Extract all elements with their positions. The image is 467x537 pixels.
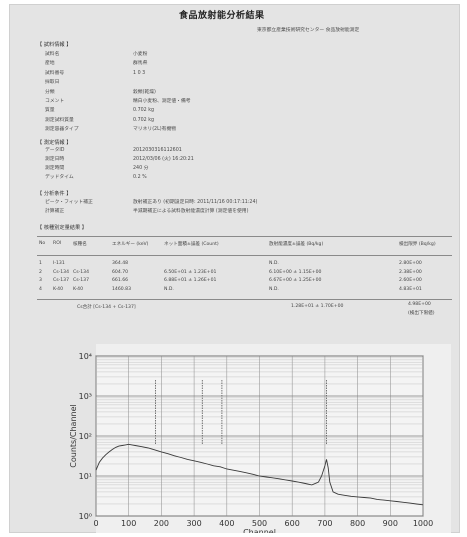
results-cell-conc: 6.10E+00 ± 1.15E+00 <box>269 269 322 275</box>
cs-total-limit: 4.98E+00 <box>408 302 431 307</box>
results-column-header: 放射能濃度±誤差 (Bq/kg) <box>269 242 324 247</box>
y-tick-label: 10¹ <box>79 472 92 481</box>
field-value: 2012030316112601 <box>133 148 182 153</box>
results-cell-no: 4 <box>39 286 42 292</box>
y-tick-label: 10³ <box>79 392 92 401</box>
results-cell-net: N.D. <box>164 286 174 292</box>
field-value: 240 分 <box>133 166 149 171</box>
results-cell-no: 3 <box>39 278 42 283</box>
field-value: 放射補正あり (初期設定日時: 2011/11/16 00:17:11:24) <box>133 200 258 205</box>
y-tick-label: 10⁴ <box>79 352 92 361</box>
results-cell-net: 6.88E+01 ± 1.26E+01 <box>164 278 217 283</box>
cs-total-value: 1.28E+01 ± 1.70E+00 <box>291 304 344 309</box>
x-tick-label: 400 <box>219 519 234 528</box>
cs-total-note: (検出下限値) <box>408 311 435 316</box>
results-cell-limit: 2.38E+00 <box>399 269 422 275</box>
results-cell-nuclide: Cs-134 <box>73 269 90 275</box>
field-value: 0.2 % <box>133 175 147 180</box>
field-label: 測定容器タイプ <box>45 127 79 133</box>
sample-info-heading: 【 試料情報 】 <box>37 42 72 48</box>
document-title: 食品放射能分析結果 <box>179 11 265 21</box>
results-column-header: エネルギー (keV) <box>112 242 149 247</box>
results-cell-energy: 661.66 <box>112 278 129 283</box>
results-top-rule <box>37 236 452 237</box>
results-cell-energy: 364.48 <box>112 261 129 266</box>
field-label: ピーク・フィット補正 <box>45 200 93 205</box>
field-value: 精白小麦粉、測定値・備考 <box>133 99 191 104</box>
x-tick-label: 100 <box>121 519 136 528</box>
results-cell-conc: N.D. <box>269 261 279 266</box>
field-value: 小麦粉 <box>133 52 148 57</box>
analysis-conditions-heading: 【 分析条件 】 <box>37 191 72 197</box>
results-cell-roi: Cs-137 <box>53 278 70 283</box>
field-label: デッドタイム <box>45 175 74 180</box>
results-cell-energy: 1460.83 <box>112 286 131 292</box>
field-value: 群馬県 <box>133 61 148 67</box>
x-tick-label: 200 <box>154 519 169 528</box>
document-sheet: 食品放射能分析結果 東京都立産業技術研究センター 食品放射能測定 【 試料情報 … <box>9 4 460 533</box>
y-tick-label: 10² <box>79 432 92 441</box>
results-cell-roi: Cs-134 <box>53 269 70 275</box>
results-heading: 【 核種別定量結果 】 <box>37 225 87 231</box>
x-tick-label: 700 <box>317 519 332 528</box>
field-value: 0.702 kg <box>133 108 155 114</box>
x-tick-label: 0 <box>93 519 98 528</box>
x-tick-label: 800 <box>350 519 365 528</box>
measurement-info-heading: 【 測定情報 】 <box>37 140 72 146</box>
field-label: 産地 <box>45 61 55 67</box>
cs-total-label: Cs合計 [Cs-134 + Cs-137] <box>77 305 136 310</box>
x-tick-label: 500 <box>252 519 267 528</box>
field-label: 採取日 <box>45 80 60 86</box>
results-cell-no: 2 <box>39 269 42 275</box>
field-value: 半減期補正による試料放射能濃度計算 (測定値を使用) <box>133 209 249 214</box>
results-column-header: No <box>39 241 46 246</box>
field-label: 測定日時 <box>45 157 65 162</box>
field-label: データID <box>45 148 65 153</box>
x-tick-label: 300 <box>186 519 201 528</box>
results-cell-limit: 2.80E+00 <box>399 261 422 266</box>
field-label: 測定時間 <box>45 166 65 171</box>
gamma-spectrum-chart: 0 100 200 300 400 500 600 700 800 900 1000 10⁰ 10¹ 10… <box>69 352 433 533</box>
field-label: 試料名 <box>45 52 60 57</box>
field-label: 分類 <box>45 89 55 95</box>
x-tick-label: 900 <box>383 519 398 528</box>
results-column-header: 核種名 <box>73 242 87 247</box>
spectrum-series-line <box>95 443 424 506</box>
results-header-rule <box>37 255 452 256</box>
results-cell-no: 1 <box>39 261 42 266</box>
results-cell-roi: K-40 <box>53 286 64 292</box>
y-tick-label: 10⁰ <box>79 512 92 521</box>
field-value: 2012/03/06 (火) 16:20:21 <box>133 157 194 162</box>
results-cell-net: 6.50E+01 ± 1.23E+01 <box>164 269 217 275</box>
results-cell-energy: 604.70 <box>112 269 129 275</box>
field-value: 1 0 3 <box>133 70 146 76</box>
field-label: コメント <box>45 99 65 104</box>
results-cell-nuclide: Cs-137 <box>73 278 90 283</box>
field-value: 0.702 kg <box>133 117 155 123</box>
x-axis-label: Channel <box>243 528 276 533</box>
results-cell-roi: I-131 <box>53 261 65 266</box>
field-label: 質量 <box>45 108 55 114</box>
x-tick-label: 600 <box>285 519 300 528</box>
field-label: 計算補正 <box>45 209 65 214</box>
field-value: 穀類(乾燥) <box>133 89 156 95</box>
x-tick-label: 1000 <box>413 519 433 528</box>
results-column-header: ROI <box>53 241 62 246</box>
y-axis-label: Counts/Channel <box>69 404 78 467</box>
results-column-header: 検出限界 (Bq/kg) <box>399 242 436 247</box>
results-cell-nuclide: K-40 <box>73 286 84 292</box>
results-cell-conc: N.D. <box>269 286 279 292</box>
document-subtitle: 東京都立産業技術研究センター 食品放射能測定 <box>257 28 360 33</box>
results-cell-limit: 4.83E+01 <box>399 286 422 292</box>
results-bottom-rule <box>37 299 452 300</box>
field-value: マリネリ(2L)有機物 <box>133 127 177 133</box>
results-cell-conc: 6.67E+00 ± 1.25E+00 <box>269 278 322 283</box>
results-cell-limit: 2.60E+00 <box>399 278 422 283</box>
field-label: 試料番号 <box>45 70 65 76</box>
results-column-header: ネット面積±誤差 (Count) <box>164 242 219 247</box>
field-label: 測定試料質量 <box>45 117 74 123</box>
